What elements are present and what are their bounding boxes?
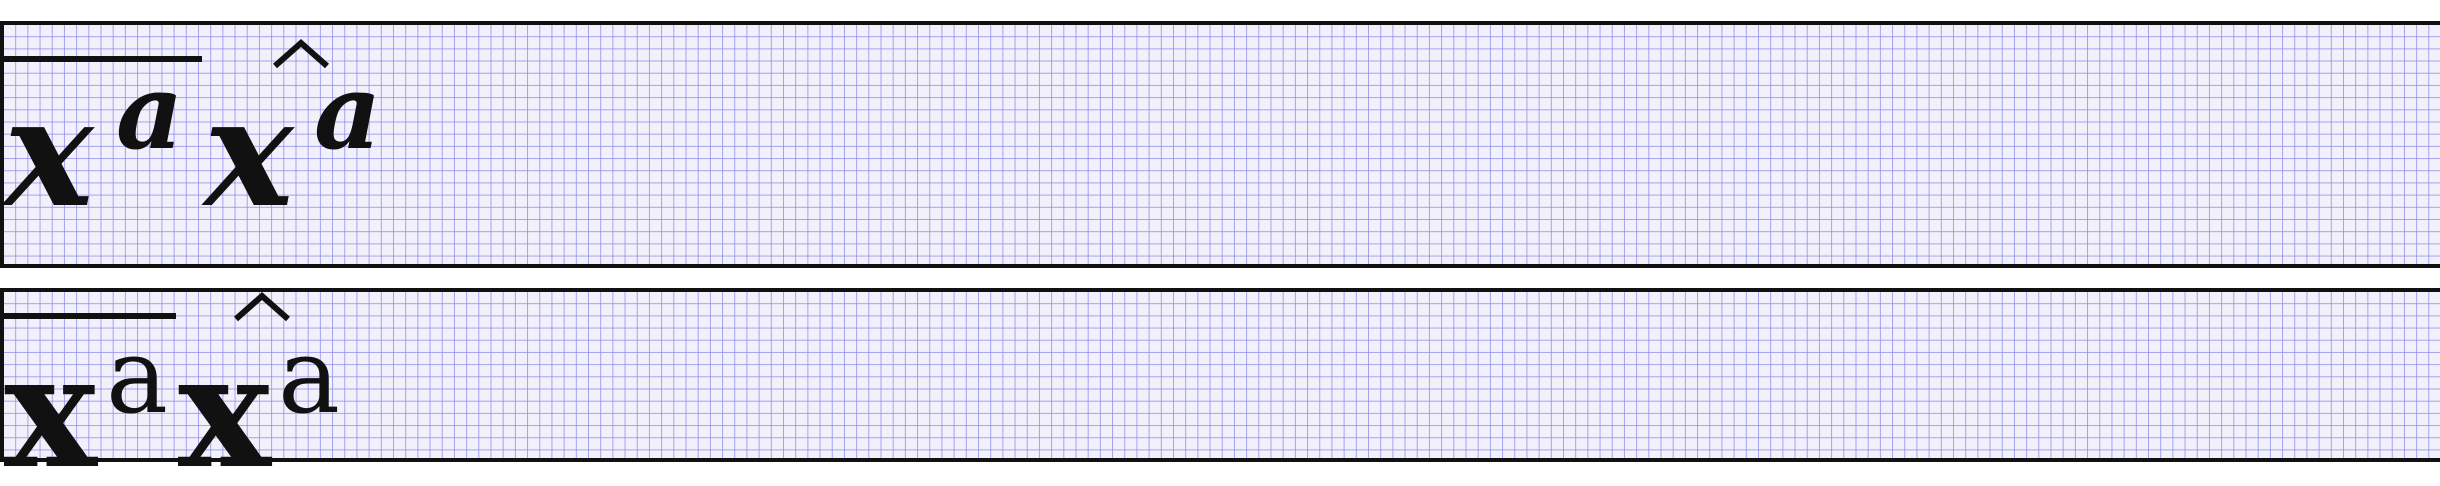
superscript-variable: a xyxy=(116,50,183,173)
overline-term-upright: x a xyxy=(0,313,176,486)
hat-term-upright: x a xyxy=(178,291,340,486)
superscript-variable: a xyxy=(278,315,340,437)
superscript-variable: a xyxy=(314,50,381,173)
formula-row-upright: x a x a xyxy=(0,291,340,486)
formula-row-italic: x a x a xyxy=(0,38,381,241)
overline-term-italic: x a xyxy=(0,50,202,241)
hat-term-italic: x a xyxy=(201,38,381,241)
superscript-variable: a xyxy=(106,315,168,437)
grid-panel-top xyxy=(0,21,2440,268)
hat-accent xyxy=(273,38,329,69)
hat-accent xyxy=(234,291,290,322)
base-variable: x xyxy=(4,320,99,486)
grid-panel-bottom xyxy=(0,288,2440,462)
base-variable: x xyxy=(201,65,295,241)
base-variable: x xyxy=(178,320,273,486)
base-variable: x xyxy=(1,65,95,241)
